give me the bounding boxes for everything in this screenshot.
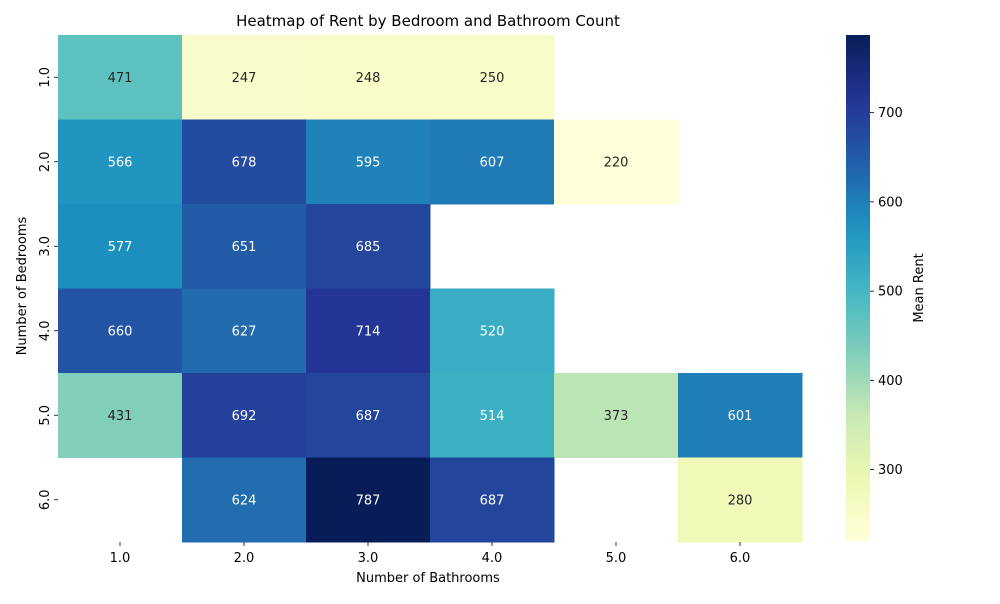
y-tick-label: 1.0 [38, 67, 53, 88]
cell-value-label: 471 [108, 71, 133, 86]
x-tick-label: 5.0 [606, 551, 627, 566]
heatmap-cell [182, 457, 307, 543]
colorbar-tick-label: 300 [878, 463, 903, 478]
colorbar-gradient [846, 35, 870, 541]
heatmap-cell [430, 288, 555, 374]
heatmap-cell [58, 288, 183, 374]
heatmap-cell [182, 35, 307, 120]
y-tick-label: 6.0 [38, 489, 53, 510]
heatmap-cell [182, 119, 307, 205]
heatmap-cell [306, 204, 431, 289]
heatmap-cell [306, 373, 431, 458]
cell-value-labels: 471 247 248 250 566 678 595 607 220 577 651 685 660 6… [108, 71, 753, 509]
cell-value-label: 692 [232, 409, 257, 424]
y-axis-label: Number of Bedrooms [15, 216, 30, 355]
cell-value-label: 714 [356, 324, 381, 339]
cell-value-label: 651 [232, 240, 257, 255]
heatmap-cell [182, 373, 307, 458]
colorbar-label: Mean Rent [912, 253, 927, 322]
colorbar-tick-label: 500 [878, 285, 903, 300]
cell-value-label: 678 [232, 155, 257, 170]
y-tick-label: 5.0 [38, 405, 53, 426]
chart-title: Heatmap of Rent by Bedroom and Bathroom … [236, 12, 620, 30]
x-tick-label: 3.0 [358, 551, 379, 566]
cell-value-label: 627 [232, 324, 257, 339]
cell-value-label: 250 [480, 71, 505, 86]
x-tick-label: 6.0 [730, 551, 751, 566]
colorbar: 300 400 500 600 700 [846, 35, 903, 541]
y-tick-label: 3.0 [38, 236, 53, 257]
y-tick-label: 4.0 [38, 320, 53, 341]
heatmap-cell [58, 204, 183, 289]
cell-value-label: 687 [356, 409, 381, 424]
y-tick-label: 2.0 [38, 151, 53, 172]
colorbar-tick-label: 600 [878, 195, 903, 210]
heatmap-cell [430, 119, 555, 205]
cell-value-label: 514 [480, 409, 505, 424]
heatmap-cell [306, 119, 431, 205]
heatmap-cell [430, 457, 555, 543]
x-tick-label: 4.0 [482, 551, 503, 566]
cell-value-label: 687 [480, 493, 505, 508]
heatmap-cell [182, 204, 307, 289]
cell-value-label: 373 [604, 409, 629, 424]
heatmap-cell [58, 373, 183, 458]
cell-value-label: 787 [356, 493, 381, 508]
cell-value-label: 280 [728, 493, 753, 508]
cell-value-label: 660 [108, 324, 133, 339]
heatmap-cell [58, 35, 183, 120]
cell-value-label: 624 [232, 493, 257, 508]
heatmap-cell [678, 373, 803, 458]
cell-value-label: 520 [480, 324, 505, 339]
x-tick-label: 2.0 [234, 551, 255, 566]
y-axis: 1.0 2.0 3.0 4.0 5.0 6.0 [38, 67, 58, 510]
cell-value-label: 601 [728, 409, 753, 424]
colorbar-tick-label: 700 [878, 106, 903, 121]
heatmap-cell [306, 35, 431, 120]
cell-value-label: 220 [604, 155, 629, 170]
colorbar-tick-label: 400 [878, 374, 903, 389]
cell-value-label: 247 [232, 71, 257, 86]
cell-value-label: 431 [108, 409, 133, 424]
cell-value-label: 685 [356, 240, 381, 255]
heatmap-cell [430, 373, 555, 458]
heatmap-cell [554, 119, 679, 205]
heatmap-cell [554, 373, 679, 458]
heatmap-cells [58, 35, 803, 543]
heatmap-cell [678, 457, 803, 543]
cell-value-label: 595 [356, 155, 381, 170]
heatmap-cell [306, 457, 431, 543]
x-axis: 1.0 2.0 3.0 4.0 5.0 6.0 [110, 542, 751, 566]
cell-value-label: 566 [108, 155, 133, 170]
cell-value-label: 248 [356, 71, 381, 86]
heatmap-cell [58, 119, 183, 205]
heatmap-cell [306, 288, 431, 374]
heatmap-cell [430, 35, 555, 120]
cell-value-label: 607 [480, 155, 505, 170]
x-axis-label: Number of Bathrooms [356, 571, 500, 586]
cell-value-label: 577 [108, 240, 133, 255]
heatmap-cell [182, 288, 307, 374]
x-tick-label: 1.0 [110, 551, 131, 566]
